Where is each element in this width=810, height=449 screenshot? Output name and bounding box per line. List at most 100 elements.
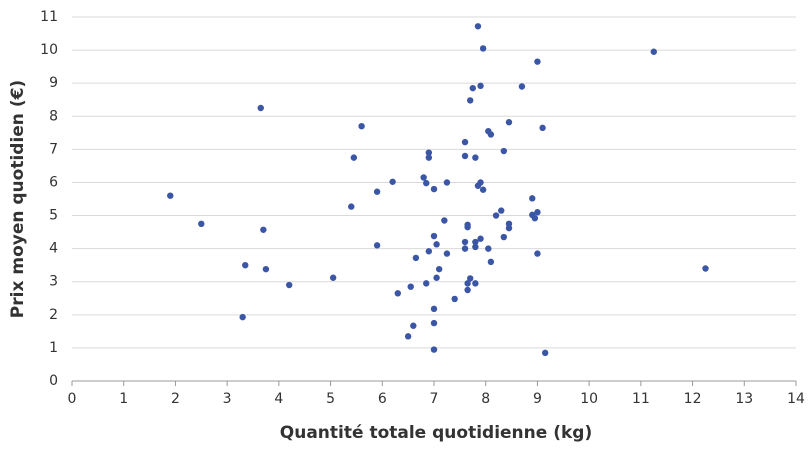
point xyxy=(531,214,539,222)
x-tick-label: 2 xyxy=(171,391,180,407)
point xyxy=(420,174,427,181)
y-tick-label: 8 xyxy=(49,108,58,124)
point xyxy=(534,250,541,257)
point xyxy=(242,261,249,269)
x-tick-label: 8 xyxy=(481,391,490,407)
y-tick-label: 6 xyxy=(49,174,58,190)
x-tick-label: 5 xyxy=(326,391,335,407)
point xyxy=(404,333,412,340)
point xyxy=(539,124,546,132)
x-tick-label: 6 xyxy=(378,391,387,407)
point xyxy=(433,241,440,248)
point xyxy=(394,290,401,297)
point xyxy=(534,209,541,216)
y-tick-label: 7 xyxy=(49,141,58,157)
point xyxy=(469,84,476,92)
point xyxy=(423,179,430,187)
point xyxy=(477,235,484,242)
point xyxy=(479,45,487,52)
point xyxy=(487,258,495,266)
point xyxy=(425,248,433,255)
point xyxy=(534,58,541,65)
y-tick-label: 3 xyxy=(49,274,58,290)
point xyxy=(461,152,469,160)
y-tick-label: 10 xyxy=(40,42,58,58)
y-tick-label: 1 xyxy=(49,340,58,356)
point xyxy=(472,243,479,251)
x-axis-title: Quantité totale quotidienne (kg) xyxy=(280,423,592,443)
point xyxy=(425,154,433,161)
point xyxy=(451,295,458,303)
point xyxy=(487,131,495,138)
point xyxy=(430,346,438,353)
y-axis-title: Prix moyen quotidien (€) xyxy=(8,80,28,318)
point xyxy=(461,238,469,246)
point xyxy=(348,203,355,210)
y-tick-label: 0 xyxy=(49,373,58,389)
point xyxy=(477,179,484,186)
point xyxy=(461,245,469,252)
point xyxy=(167,192,174,199)
point xyxy=(472,238,479,246)
point xyxy=(467,275,474,282)
point xyxy=(430,319,438,327)
y-tick-label: 5 xyxy=(49,208,58,224)
point xyxy=(518,83,526,90)
point xyxy=(329,274,337,281)
point xyxy=(461,138,469,146)
point xyxy=(373,188,381,195)
point xyxy=(410,322,417,329)
point xyxy=(485,245,492,252)
point xyxy=(373,242,381,249)
y-tick-label: 9 xyxy=(49,75,58,91)
point xyxy=(260,226,267,233)
point xyxy=(423,280,430,287)
y-tick-label: 2 xyxy=(49,307,58,323)
point xyxy=(464,286,471,294)
x-tick-label: 4 xyxy=(274,391,283,407)
point xyxy=(257,104,264,112)
point xyxy=(425,149,433,156)
point xyxy=(464,280,471,287)
point xyxy=(474,23,482,30)
point xyxy=(505,224,513,232)
x-tick-label: 11 xyxy=(632,391,650,407)
point xyxy=(262,265,270,273)
point xyxy=(467,97,474,104)
point xyxy=(198,220,205,228)
x-tick-label: 10 xyxy=(580,391,598,407)
point xyxy=(500,147,508,155)
point xyxy=(430,305,438,313)
point xyxy=(286,281,293,289)
point xyxy=(477,82,484,90)
point xyxy=(479,186,487,193)
x-tick-label: 3 xyxy=(223,391,232,407)
x-tick-label: 14 xyxy=(787,391,805,407)
point xyxy=(435,265,443,273)
point xyxy=(505,119,513,126)
point xyxy=(464,223,471,231)
point xyxy=(441,217,448,224)
point xyxy=(239,313,246,321)
point xyxy=(412,254,420,262)
point xyxy=(498,207,505,214)
point xyxy=(443,250,451,257)
point xyxy=(702,265,709,272)
x-tick-label: 7 xyxy=(430,391,439,407)
point xyxy=(430,232,438,240)
x-tick-label: 12 xyxy=(684,391,702,407)
x-tick-label: 0 xyxy=(68,391,77,407)
point xyxy=(492,212,500,219)
point xyxy=(407,283,414,290)
y-tick-label: 11 xyxy=(40,9,58,25)
point xyxy=(358,123,365,130)
point xyxy=(541,349,549,357)
x-tick-label: 9 xyxy=(533,391,542,407)
point xyxy=(529,195,536,202)
point xyxy=(430,185,438,193)
point xyxy=(433,274,440,281)
point xyxy=(443,179,451,186)
point xyxy=(650,48,657,55)
x-tick-label: 13 xyxy=(735,391,753,407)
